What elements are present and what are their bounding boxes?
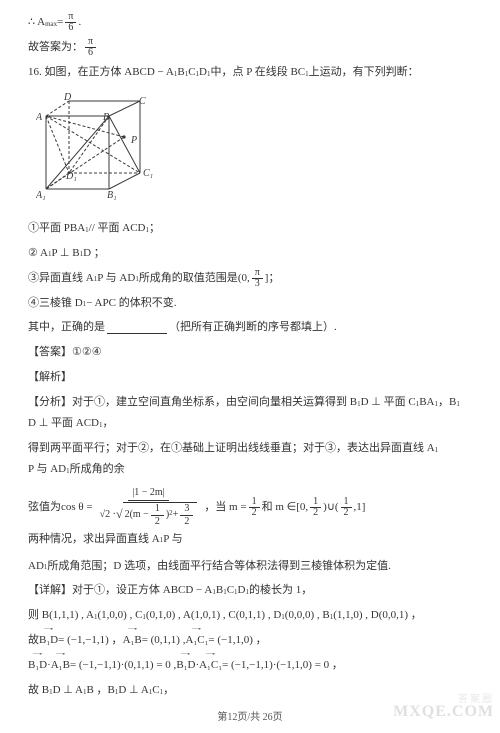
interval: (0,π3] — [238, 268, 269, 289]
cos-frac: |1 − 2m| √2 · 2 (m − 12)2 + 32 — [96, 486, 202, 529]
detail-2: 则 B(1,1,1) , A1(1,0,0) , C1(0,1,0) , A(1… — [28, 605, 472, 626]
svg-text:D: D — [63, 92, 72, 103]
t: . — [78, 12, 81, 33]
watermark-bottom: MXQE.COM — [393, 697, 494, 727]
stmt-1: ①平面 PBA1 // 平面 ACD1 ； — [28, 218, 472, 239]
cube-svg: D C A B P D₁ C₁ A₁ B₁ — [36, 89, 166, 204]
frac: π6 — [65, 12, 76, 33]
stmt-fill: 其中，正确的是（把所有正确判断的序号都填上）. — [28, 317, 472, 338]
svg-text:A: A — [36, 112, 43, 123]
svg-text:B₁: B₁ — [107, 190, 117, 201]
frac: π6 — [85, 37, 96, 58]
line-amax: ∴ Amax = π6 . — [28, 12, 472, 33]
svg-text:P: P — [130, 135, 137, 146]
t: = — [57, 12, 63, 33]
line-answer-prev: 故答案为： π6 — [28, 37, 472, 58]
svg-text:C: C — [139, 96, 146, 107]
detail-3: 故 B₁D = (−1,−1,1) ， A₁B = (0,1,1) , A₁C₁… — [28, 630, 472, 651]
t: ∴ A — [28, 12, 45, 33]
svg-text:C₁: C₁ — [143, 168, 153, 179]
t: 故答案为： — [28, 37, 83, 58]
answer-line: 【答案】①②④ — [28, 342, 472, 363]
stmt-2: ② A1P ⊥ B1D ； — [28, 243, 472, 264]
analysis-2: 得到两平面平行；对于②，在①基础上证明出线线垂直；对于③，表达出异面直线 A1P… — [28, 438, 472, 480]
detail-4: B₁D · A₁B = (−1,−1,1)·(0,1,1) = 0 , B₁D … — [28, 655, 472, 676]
stmt-3: ③异面直线 A1P 与 AD1 所成角的取值范围是 (0,π3] ； — [28, 268, 472, 289]
sqrt: 2 (m − 12)2 + 32 — [116, 502, 197, 528]
svg-text:A₁: A₁ — [36, 190, 46, 201]
detail-1: 【详解】对于①，设正方体 ABCD − A1B1C1D1 的棱长为 1， — [28, 580, 472, 601]
blank-field[interactable] — [107, 322, 167, 334]
analysis-1: 【分析】对于①，建立空间直角坐标系，由空间向量相关运算得到 B1D ⊥ 平面 C… — [28, 392, 472, 434]
stmt-4: ④三棱锥 D1 − APC 的体积不变. — [28, 293, 472, 314]
q16-stem: 16. 如图，在正方体 ABCD − A1B1C1D1 中，点 P 在线段 BC… — [28, 62, 472, 83]
svg-text:D₁: D₁ — [65, 171, 77, 182]
s: max — [45, 18, 57, 31]
vec-a1b: A₁B — [123, 630, 142, 651]
svg-text:B: B — [103, 112, 109, 123]
analysis-3: 弦值为 cos θ = |1 − 2m| √2 · 2 (m − 12)2 + … — [28, 486, 472, 550]
analysis-label: 【解析】 — [28, 367, 472, 388]
cube-figure: D C A B P D₁ C₁ A₁ B₁ — [36, 89, 472, 212]
analysis-4: AD1 所成角范围；D 选项，由线面平行结合等体积法得到三棱锥体积为定值. — [28, 556, 472, 577]
